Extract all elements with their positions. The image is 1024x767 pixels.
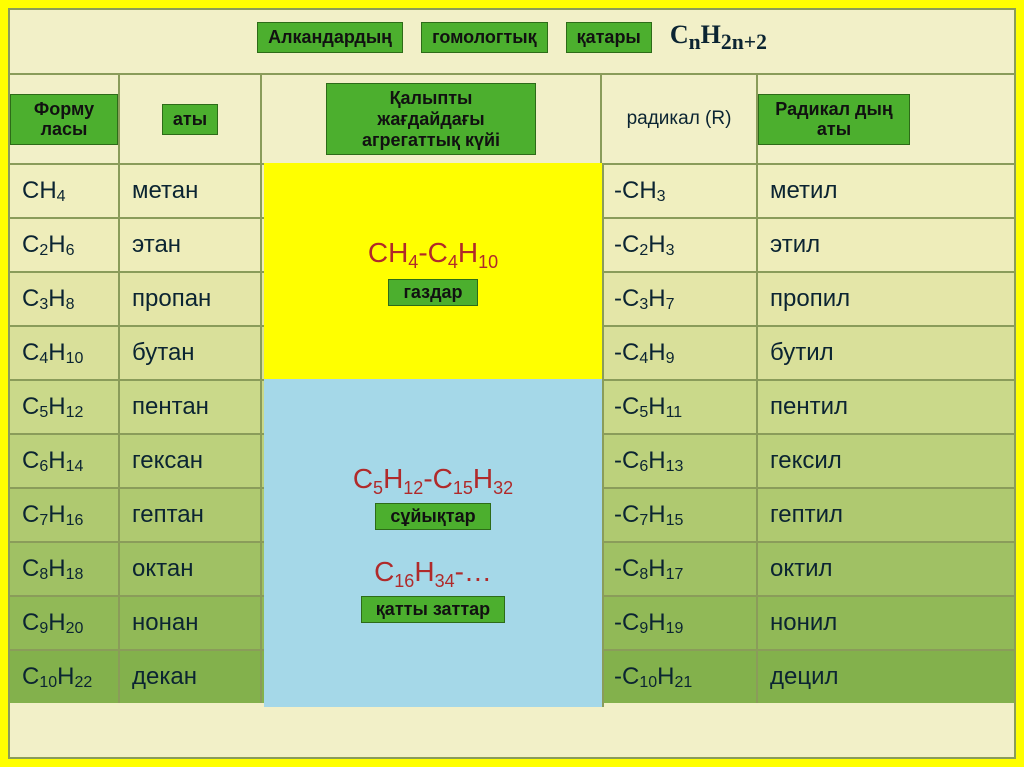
formula-cell: C2H6: [10, 219, 120, 271]
gas-overlay: CH4-C4H10 газдар: [264, 163, 604, 379]
radical-cell: -C7H15: [602, 489, 758, 541]
radical-name-cell: метил: [758, 165, 910, 217]
radical-cell: -C3H7: [602, 273, 758, 325]
liquid-label: сұйықтар: [375, 503, 490, 530]
header-radical: радикал (R): [602, 75, 758, 163]
liquid-solid-overlay: C5H12-C15H32 сұйықтар C16H34-… қатты зат…: [264, 379, 604, 707]
header-radical-name: Радикал дың аты: [758, 75, 910, 163]
gas-label: газдар: [388, 279, 477, 306]
header-name: аты: [120, 75, 262, 163]
formula-cell: CH4: [10, 165, 120, 217]
title-row: Алкандардың гомологтық қатары CnH2n+2: [10, 10, 1014, 73]
name-cell: метан: [120, 165, 262, 217]
radical-name-cell: бутил: [758, 327, 910, 379]
general-formula: CnH2n+2: [670, 20, 767, 55]
radical-cell: -C10H21: [602, 651, 758, 703]
radical-name-cell: гексил: [758, 435, 910, 487]
formula-cell: C7H16: [10, 489, 120, 541]
header-radical-text: радикал (R): [627, 108, 732, 130]
radical-name-cell: пропил: [758, 273, 910, 325]
radical-cell: -C5H11: [602, 381, 758, 433]
radical-cell: -C9H19: [602, 597, 758, 649]
name-cell: октан: [120, 543, 262, 595]
name-cell: декан: [120, 651, 262, 703]
main-panel: Алкандардың гомологтық қатары CnH2n+2 Фо…: [8, 8, 1016, 759]
solid-label: қатты заттар: [361, 596, 505, 623]
radical-name-cell: октил: [758, 543, 910, 595]
radical-name-cell: децил: [758, 651, 910, 703]
name-cell: этан: [120, 219, 262, 271]
title-word-3: қатары: [566, 22, 652, 53]
formula-cell: C4H10: [10, 327, 120, 379]
name-cell: нонан: [120, 597, 262, 649]
name-cell: гептан: [120, 489, 262, 541]
header-state: Қалыпты жағдайдағы агрегаттық күйі: [262, 75, 602, 163]
solid-range: C16H34-…: [374, 556, 492, 588]
liquid-range: C5H12-C15H32: [353, 463, 513, 495]
radical-cell: -CH3: [602, 165, 758, 217]
title-word-1: Алкандардың: [257, 22, 403, 53]
name-cell: бутан: [120, 327, 262, 379]
header-formula: Форму ласы: [10, 75, 120, 163]
header-row: Форму ласы аты Қалыпты жағдайдағы агрега…: [10, 73, 1014, 163]
radical-cell: -C2H3: [602, 219, 758, 271]
formula-cell: C3H8: [10, 273, 120, 325]
radical-name-cell: пентил: [758, 381, 910, 433]
name-cell: гексан: [120, 435, 262, 487]
radical-cell: -C4H9: [602, 327, 758, 379]
title-word-2: гомологтық: [421, 22, 548, 53]
name-cell: пентан: [120, 381, 262, 433]
table-body: CH4метан-CH3метилC2H6этан-C2H3этилC3H8пр…: [10, 163, 1014, 703]
radical-name-cell: этил: [758, 219, 910, 271]
radical-name-cell: гептил: [758, 489, 910, 541]
header-formula-label: Форму ласы: [10, 94, 118, 145]
formula-cell: C10H22: [10, 651, 120, 703]
gas-range: CH4-C4H10: [368, 237, 498, 269]
header-state-label: Қалыпты жағдайдағы агрегаттық күйі: [326, 83, 536, 155]
radical-name-cell: нонил: [758, 597, 910, 649]
radical-cell: -C8H17: [602, 543, 758, 595]
formula-cell: C9H20: [10, 597, 120, 649]
name-cell: пропан: [120, 273, 262, 325]
formula-cell: C6H14: [10, 435, 120, 487]
header-radical-name-label: Радикал дың аты: [758, 94, 910, 145]
formula-cell: C8H18: [10, 543, 120, 595]
header-name-label: аты: [162, 104, 218, 135]
radical-cell: -C6H13: [602, 435, 758, 487]
formula-cell: C5H12: [10, 381, 120, 433]
